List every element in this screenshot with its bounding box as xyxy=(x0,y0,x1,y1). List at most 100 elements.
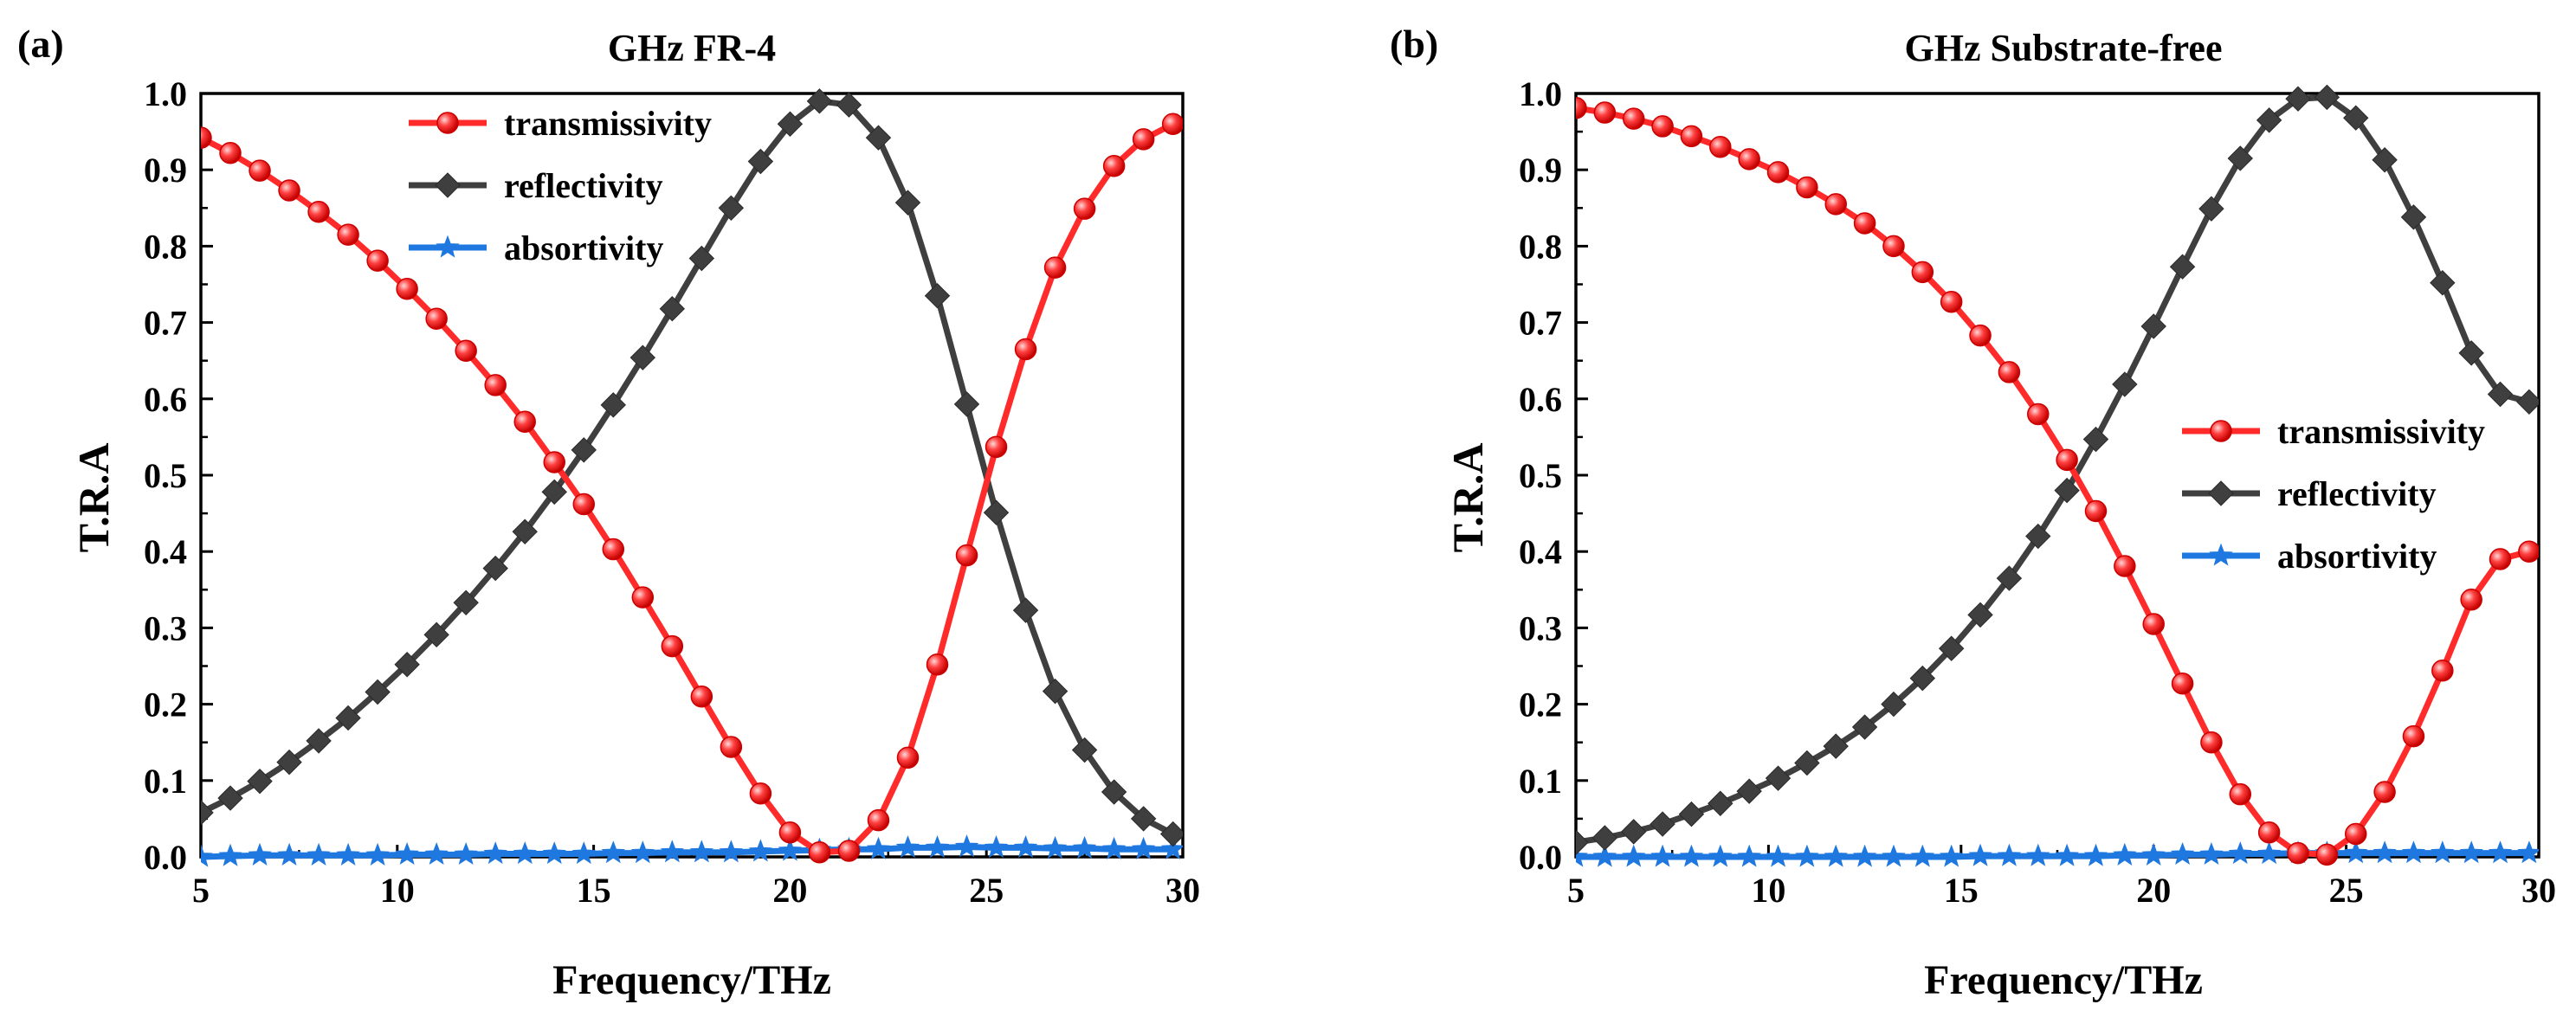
absortivity-point-a xyxy=(748,839,773,862)
y-tick-label-b: 1.0 xyxy=(1519,74,1562,113)
x-tick-label-b: 10 xyxy=(1751,871,1785,910)
reflectivity-point-b xyxy=(1576,829,1589,855)
absortivity-point-a xyxy=(307,842,331,866)
reflectivity-point-a xyxy=(1071,737,1098,763)
chart-title-a: GHz FR-4 xyxy=(608,27,776,69)
transmissivity-point-b xyxy=(2344,822,2367,846)
absortivity-point-b xyxy=(2228,841,2252,865)
absortivity-point-b xyxy=(1939,844,1964,867)
transmissivity-point-b xyxy=(2027,402,2050,426)
transmissivity-point-b xyxy=(1882,235,1905,258)
y-tick-label-a: 0.9 xyxy=(144,151,187,190)
reflectivity-point-a xyxy=(1101,779,1127,805)
transmissivity-point-b xyxy=(1853,212,1876,235)
reflectivity-point-b xyxy=(2198,196,2224,222)
absortivity-point-b xyxy=(1592,844,1617,867)
reflectivity-point-b xyxy=(2343,105,2369,131)
absortivity-point-b xyxy=(1737,844,1761,867)
reflectivity-point-a xyxy=(1012,597,1039,623)
legend-a: transmissivity reflectivity absortivity xyxy=(409,104,712,267)
transmissivity-point-a xyxy=(955,544,978,567)
transmissivity-point-a xyxy=(602,538,625,561)
transmissivity-point-b xyxy=(2114,555,2136,577)
transmissivity-point-a xyxy=(1102,155,1126,177)
transmissivity-point-b xyxy=(2171,673,2194,695)
reflectivity-point-b xyxy=(2372,147,2398,173)
transmissivity-point-b xyxy=(2200,731,2223,754)
transmissivity-point-a xyxy=(425,307,448,330)
reflectivity-point-b xyxy=(1909,665,1936,692)
transmissivity-point-b xyxy=(1680,125,1703,148)
transmissivity-point-a xyxy=(572,492,596,516)
absortivity-point-b xyxy=(2373,840,2397,864)
absortivity-point-b xyxy=(2344,840,2368,864)
y-tick-label-b: 0.4 xyxy=(1519,532,1562,571)
reflectivity-point-a xyxy=(1042,678,1068,705)
y-tick-label-a: 0.4 xyxy=(144,532,187,571)
absortivity-point-b xyxy=(2026,843,2050,866)
absortivity-point-b xyxy=(2401,840,2426,864)
reflectivity-point-a xyxy=(865,125,892,151)
legend-marker-transmissivity xyxy=(2210,420,2232,442)
transmissivity-point-b xyxy=(2402,724,2425,748)
transmissivity-point-a xyxy=(337,223,359,246)
transmissivity-point-b xyxy=(2489,548,2512,570)
absortivity-line-a xyxy=(201,844,1173,860)
absortivity-point-b xyxy=(2170,841,2195,866)
reflectivity-point-b xyxy=(2169,254,2196,280)
x-tick-label-b: 5 xyxy=(1567,871,1585,910)
absortivity-point-a xyxy=(218,843,242,866)
reflectivity-point-a xyxy=(217,785,243,811)
reflectivity-point-a xyxy=(747,148,774,175)
transmissivity-point-b xyxy=(1911,261,1934,284)
series-reflectivity-a xyxy=(201,88,1183,847)
transmissivity-point-a xyxy=(690,686,713,708)
transmissivity-point-b xyxy=(1824,193,1847,216)
y-tick-label-a: 0.1 xyxy=(144,762,187,801)
absortivity-point-b xyxy=(1852,844,1877,867)
transmissivity-point-a xyxy=(985,435,1008,459)
y-tick-label-b: 0.5 xyxy=(1519,456,1562,495)
reflectivity-point-b xyxy=(2025,523,2051,550)
reflectivity-point-b xyxy=(2430,270,2456,296)
reflectivity-point-a xyxy=(1159,821,1183,847)
absortivity-point-a xyxy=(601,840,625,864)
reflectivity-point-b xyxy=(2054,477,2080,504)
transmissivity-point-b xyxy=(1709,135,1732,158)
y-tick-label-b: 0.0 xyxy=(1519,838,1562,877)
series-reflectivity-b xyxy=(1576,84,2539,855)
transmissivity-point-a xyxy=(1073,197,1096,220)
reflectivity-point-b xyxy=(1621,819,1647,845)
absortivity-point-a xyxy=(866,836,891,859)
absortivity-point-b xyxy=(1824,844,1848,867)
transmissivity-point-a xyxy=(307,200,330,223)
absortivity-point-a xyxy=(660,840,685,863)
series-absortivity-b xyxy=(1576,840,2539,867)
reflectivity-point-a xyxy=(600,392,626,418)
reflectivity-point-a xyxy=(629,344,656,370)
reflectivity-point-b xyxy=(2516,389,2539,415)
absortivity-point-b xyxy=(1650,844,1675,867)
y-axis-label-a: T.R.A xyxy=(69,443,118,553)
transmissivity-point-a xyxy=(837,840,861,862)
series-transmissivity-a xyxy=(201,113,1183,864)
absortivity-point-b xyxy=(1795,844,1819,867)
transmissivity-point-a xyxy=(1043,256,1067,279)
reflectivity-point-a xyxy=(924,283,951,309)
reflectivity-point-a xyxy=(777,111,804,137)
reflectivity-point-b xyxy=(1967,602,1993,628)
reflectivity-point-a xyxy=(541,479,567,505)
reflectivity-point-b xyxy=(2256,107,2282,133)
reflectivity-point-a xyxy=(1130,806,1157,832)
reflectivity-point-b xyxy=(1708,790,1733,816)
absortivity-point-a xyxy=(424,841,449,866)
y-tick-label-a: 0.0 xyxy=(144,838,187,877)
reflectivity-point-a xyxy=(894,190,921,216)
absortivity-point-a xyxy=(925,834,950,859)
y-tick-label-b: 0.6 xyxy=(1519,380,1562,419)
absortivity-point-b xyxy=(2459,840,2483,864)
legend-label-absortivity: absortivity xyxy=(2277,537,2437,576)
legend-marker-absortivity xyxy=(2209,543,2233,566)
